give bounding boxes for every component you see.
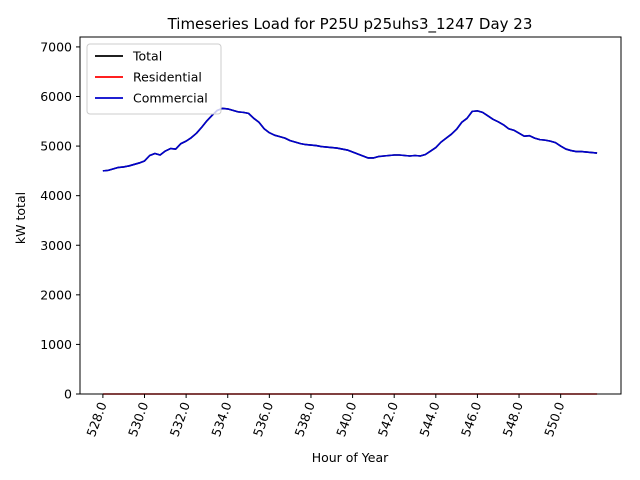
legend-label-commercial: Commercial [133,91,208,106]
x-tick-label: 536.0 [250,400,276,439]
x-tick-label: 540.0 [333,400,359,439]
plot-frame [79,36,622,395]
chart-title: Timeseries Load for P25U p25uhs3_1247 Da… [167,15,533,34]
legend-label-total: Total [132,49,162,64]
x-axis: 528.0 530.0 532.0 534.0 536.0 538.0 540.0 542.0… [83,394,567,439]
x-tick-label: 544.0 [416,400,442,439]
x-tick-label: 546.0 [458,400,484,439]
y-axis-label: kW total [13,192,28,244]
x-tick-label: 530.0 [125,400,151,439]
legend-box [86,43,222,115]
x-tick-label: 538.0 [291,400,317,439]
x-tick-label: 532.0 [167,400,193,439]
y-tick-label: 4000 [40,188,72,203]
y-tick-label: 3000 [40,238,72,253]
x-tick-label: 550.0 [541,400,567,439]
x-tick-label: 534.0 [208,400,234,439]
x-tick-label: 542.0 [375,400,401,439]
x-tick-label: 528.0 [83,400,109,439]
legend-label-residential: Residential [133,70,202,85]
legend: Total Residential Commercial [86,43,222,115]
y-tick-label: 0 [64,387,72,402]
y-tick-label: 2000 [40,287,72,302]
y-tick-label: 6000 [40,89,72,104]
y-tick-label: 1000 [40,337,72,352]
y-axis: 0 1000 2000 3000 4000 5000 6000 7000 [40,39,80,402]
y-tick-label: 5000 [40,139,72,154]
series-line-commercial [102,107,598,172]
x-tick-label: 548.0 [500,400,526,439]
y-tick-label: 7000 [40,39,72,54]
series-line-total [102,107,598,172]
x-axis-label: Hour of Year [312,450,389,465]
plot-lines [102,107,598,395]
